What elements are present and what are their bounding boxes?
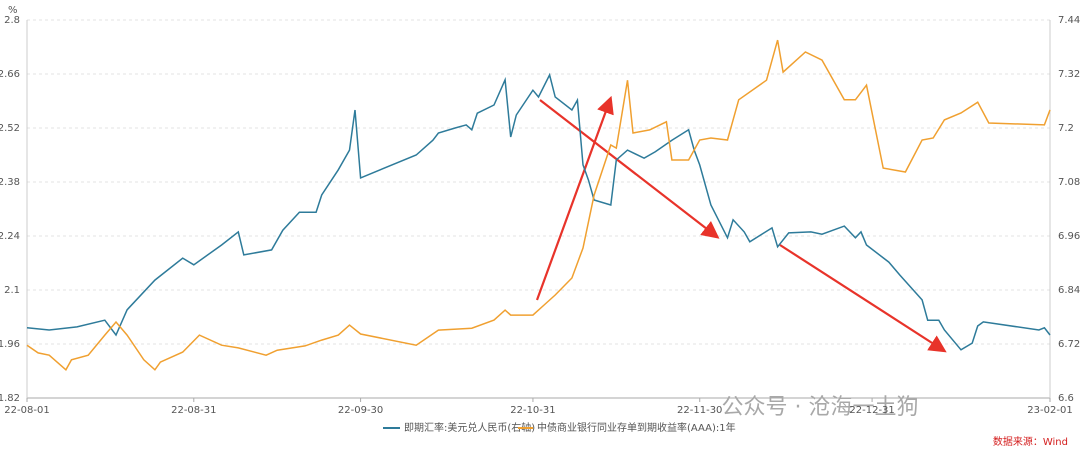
- series-line: [26, 39, 1051, 371]
- source-note: 数据来源：Wind: [993, 435, 1068, 448]
- x-tick-label: 22-10-31: [510, 405, 555, 416]
- y-tick-label: 2.66: [0, 69, 20, 80]
- y-tick-label: 1.82: [0, 393, 20, 404]
- y2-tick-label: 7.32: [1058, 69, 1080, 80]
- y-tick-label: 2.1: [4, 285, 20, 296]
- x-tick-label: 22-09-30: [338, 405, 383, 416]
- x-tick-label: 22-08-31: [171, 405, 216, 416]
- y-tick-label: 2.52: [0, 123, 20, 134]
- series-line: [26, 72, 1051, 351]
- annotation-arrows: [535, 95, 947, 353]
- y2-tick-label: 6.6: [1058, 393, 1074, 404]
- y2-tick-label: 6.72: [1058, 339, 1080, 350]
- legend-label: 中债商业银行同业存单到期收益率(AAA):1年: [537, 421, 736, 434]
- y2-tick-label: 7.44: [1058, 15, 1080, 26]
- y-tick-label: 2.24: [0, 231, 20, 242]
- legend-label: 即期汇率:美元兑人民币(右轴): [404, 421, 535, 434]
- y-tick-label: 1.96: [0, 339, 20, 350]
- y2-tick-label: 6.84: [1058, 285, 1080, 296]
- y-tick-label: 2.38: [0, 177, 20, 188]
- watermark: 公众号 · 沧海一土狗: [722, 395, 919, 420]
- x-tick-label: 22-08-01: [4, 405, 49, 416]
- y2-tick-label: 7.08: [1058, 177, 1080, 188]
- y-unit: %: [8, 5, 18, 16]
- y-tick-label: 2.8: [4, 15, 20, 26]
- x-tick-label: 23-02-01: [1027, 405, 1072, 416]
- x-tick-label: 22-11-30: [677, 405, 722, 416]
- y2-tick-label: 7.2: [1058, 123, 1074, 134]
- x-tick-label: 22-12-31: [849, 405, 894, 416]
- y2-tick-label: 6.96: [1058, 231, 1080, 242]
